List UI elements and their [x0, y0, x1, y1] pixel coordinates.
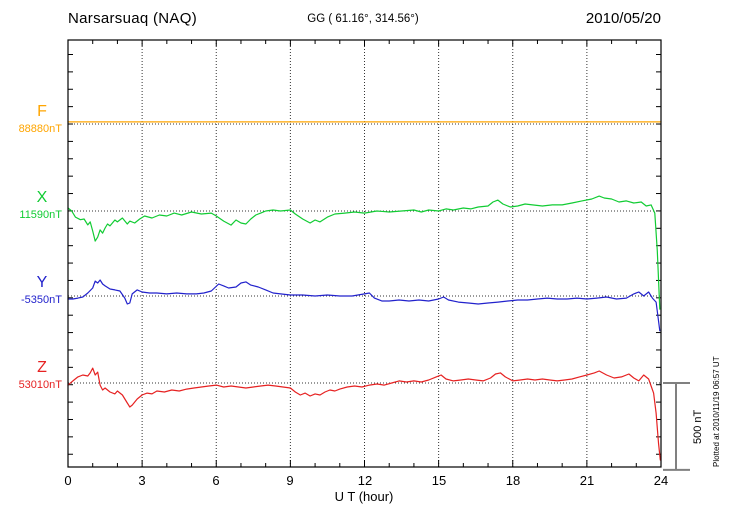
- xtick-24: 24: [653, 473, 669, 488]
- series-label-y: Y -5350nT: [0, 275, 64, 306]
- scale-bar-label: 500 nT: [692, 409, 704, 444]
- series-name-y: Y: [36, 274, 48, 291]
- series-name-f: F: [37, 103, 47, 120]
- series-name-x: X: [36, 189, 48, 206]
- xtick-6: 6: [212, 473, 220, 488]
- xtick-12: 12: [357, 473, 373, 488]
- series-baseline-f: 88880nT: [18, 123, 62, 135]
- axis-ticks: [67, 40, 662, 467]
- series-name-z: Z: [37, 359, 47, 376]
- xtick-0: 0: [64, 473, 72, 488]
- plot-frame: [67, 39, 662, 468]
- series-label-x: X 11590nT: [0, 190, 64, 221]
- grid-lines: [68, 40, 661, 467]
- series-baseline-z: 53010nT: [18, 379, 62, 391]
- xtick-18: 18: [505, 473, 521, 488]
- series-label-z: Z 53010nT: [0, 360, 64, 391]
- xtick-3: 3: [138, 473, 146, 488]
- xtick-15: 15: [431, 473, 447, 488]
- x-axis-label: U T (hour): [334, 489, 394, 504]
- component-traces: [67, 121, 662, 461]
- series-baseline-y: -5350nT: [21, 294, 62, 306]
- xtick-9: 9: [286, 473, 294, 488]
- geographic-coordinates: GG ( 61.16°, 314.56°): [307, 13, 419, 25]
- station-title: Narsarsuaq (NAQ): [68, 10, 197, 27]
- series-label-f: F 88880nT: [0, 104, 64, 135]
- xtick-21: 21: [579, 473, 595, 488]
- series-baseline-x: 11590nT: [19, 209, 62, 221]
- record-date: 2010/05/20: [585, 10, 661, 27]
- scale-bar: [663, 382, 690, 471]
- plotted-timestamp: Plotted at 2010/11/19 06:57 UT: [712, 356, 721, 467]
